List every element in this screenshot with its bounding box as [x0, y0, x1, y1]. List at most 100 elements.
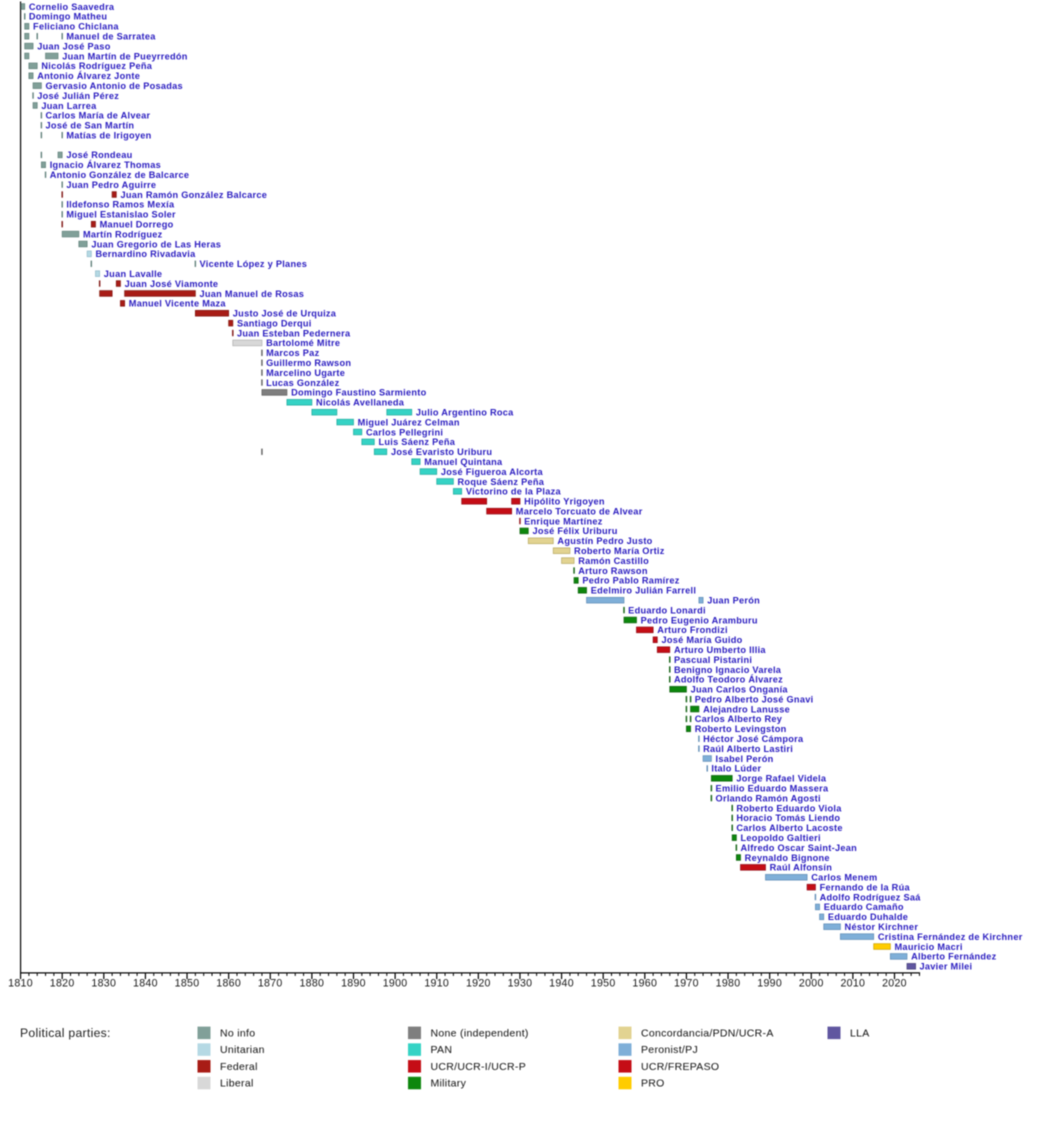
svg-text:Eduardo Lonardi: Eduardo Lonardi: [628, 605, 706, 615]
svg-text:Marcos Paz: Marcos Paz: [266, 348, 319, 358]
svg-text:Carlos Alberto Lacoste: Carlos Alberto Lacoste: [736, 823, 842, 833]
svg-text:1840: 1840: [133, 978, 158, 990]
svg-text:1990: 1990: [757, 978, 782, 990]
svg-text:2020: 2020: [882, 978, 907, 990]
svg-text:Raúl Alberto Lastiri: Raúl Alberto Lastiri: [703, 744, 793, 754]
svg-text:Juan Pedro Aguirre: Juan Pedro Aguirre: [66, 180, 156, 190]
svg-text:Jorge Rafael Videla: Jorge Rafael Videla: [736, 774, 827, 784]
svg-text:1860: 1860: [216, 978, 241, 990]
svg-text:1850: 1850: [175, 978, 200, 990]
svg-text:Ignacio Álvarez Thomas: Ignacio Álvarez Thomas: [50, 159, 161, 170]
svg-text:Pedro Eugenio Aramburu: Pedro Eugenio Aramburu: [641, 615, 758, 625]
svg-text:Gervasio Antonio de Posadas: Gervasio Antonio de Posadas: [46, 81, 183, 91]
svg-text:Manuel Dorrego: Manuel Dorrego: [100, 219, 174, 229]
svg-text:UCR/FREPASO: UCR/FREPASO: [641, 1061, 719, 1073]
svg-text:José de San Martín: José de San Martín: [46, 121, 135, 131]
svg-text:Benigno Ignacio Varela: Benigno Ignacio Varela: [674, 665, 782, 675]
svg-text:LLA: LLA: [850, 1028, 870, 1040]
svg-text:Adolfo Rodríguez Saá: Adolfo Rodríguez Saá: [820, 892, 922, 902]
svg-text:Juan Esteban Pedernera: Juan Esteban Pedernera: [237, 328, 351, 338]
svg-text:Alberto Fernández: Alberto Fernández: [911, 952, 997, 962]
svg-text:Marcelino Ugarte: Marcelino Ugarte: [266, 368, 345, 378]
svg-text:Federal: Federal: [220, 1061, 258, 1073]
svg-text:Agustín Pedro Justo: Agustín Pedro Justo: [557, 536, 652, 546]
svg-text:Roque Sáenz Peña: Roque Sáenz Peña: [458, 477, 545, 487]
svg-text:1880: 1880: [299, 978, 324, 990]
svg-text:Carlos Pellegrini: Carlos Pellegrini: [366, 427, 443, 437]
svg-text:José María Guido: José María Guido: [661, 635, 742, 645]
svg-text:Peronist/PJ: Peronist/PJ: [641, 1044, 698, 1056]
svg-text:1910: 1910: [424, 978, 449, 990]
svg-text:Pascual Pistarini: Pascual Pistarini: [674, 655, 752, 665]
svg-text:None (independent): None (independent): [431, 1028, 529, 1040]
svg-text:Edelmiro Julián Farrell: Edelmiro Julián Farrell: [591, 586, 697, 596]
svg-text:Nicolás Rodríguez Peña: Nicolás Rodríguez Peña: [41, 61, 152, 71]
svg-text:Héctor José Cámpora: Héctor José Cámpora: [703, 734, 804, 744]
svg-text:Juan José Viamonte: Juan José Viamonte: [125, 279, 219, 289]
svg-text:Arturo Rawson: Arturo Rawson: [578, 566, 648, 576]
svg-text:Isabel Perón: Isabel Perón: [716, 754, 774, 764]
svg-text:PRO: PRO: [641, 1078, 665, 1090]
svg-text:Juan Perón: Juan Perón: [707, 596, 760, 606]
svg-text:Manuel Vicente Maza: Manuel Vicente Maza: [129, 299, 227, 309]
svg-text:Juan Manuel de Rosas: Juan Manuel de Rosas: [200, 289, 305, 299]
svg-text:Mauricio Macri: Mauricio Macri: [895, 942, 963, 952]
svg-text:Enrique Martínez: Enrique Martínez: [524, 516, 603, 526]
svg-text:Pedro Pablo Ramírez: Pedro Pablo Ramírez: [582, 576, 679, 586]
svg-text:Unitarian: Unitarian: [220, 1044, 265, 1056]
svg-text:Feliciano Chiclana: Feliciano Chiclana: [33, 22, 119, 32]
svg-text:Nicolás Avellaneda: Nicolás Avellaneda: [316, 398, 405, 408]
svg-text:Italo Lúder: Italo Lúder: [711, 764, 761, 774]
svg-text:José Félix Uriburu: José Félix Uriburu: [532, 526, 617, 536]
svg-text:Matías de Irigoyen: Matías de Irigoyen: [66, 130, 151, 140]
svg-text:Raúl Alfonsín: Raúl Alfonsín: [770, 863, 833, 873]
svg-text:1940: 1940: [549, 978, 574, 990]
svg-text:Leopoldo Galtieri: Leopoldo Galtieri: [741, 833, 821, 843]
svg-text:Eduardo Duhalde: Eduardo Duhalde: [828, 912, 908, 922]
svg-text:Liberal: Liberal: [220, 1078, 254, 1090]
svg-text:Lucas González: Lucas González: [266, 378, 339, 388]
svg-text:Victorino de la Plaza: Victorino de la Plaza: [466, 487, 562, 497]
svg-text:Marcelo Torcuato de Alvear: Marcelo Torcuato de Alvear: [516, 506, 643, 516]
svg-text:UCR/UCR-I/UCR-P: UCR/UCR-I/UCR-P: [431, 1061, 527, 1073]
svg-text:1870: 1870: [258, 978, 283, 990]
svg-text:Concordancia/PDN/UCR-A: Concordancia/PDN/UCR-A: [641, 1028, 774, 1040]
svg-text:Vicente López y Planes: Vicente López y Planes: [200, 259, 308, 269]
svg-text:1810: 1810: [8, 978, 33, 990]
svg-text:Juan Larrea: Juan Larrea: [41, 101, 97, 111]
svg-text:Cristina Fernández de Kirchner: Cristina Fernández de Kirchner: [878, 932, 1023, 942]
svg-text:1970: 1970: [674, 978, 699, 990]
svg-text:1930: 1930: [508, 978, 533, 990]
svg-text:José Julián Pérez: José Julián Pérez: [37, 91, 119, 101]
svg-text:Emilio Eduardo Massera: Emilio Eduardo Massera: [716, 784, 829, 794]
svg-text:Military: Military: [431, 1078, 467, 1090]
svg-text:Ildefonso Ramos Mexía: Ildefonso Ramos Mexía: [66, 200, 175, 210]
svg-text:1820: 1820: [50, 978, 75, 990]
svg-text:Juan Carlos Onganía: Juan Carlos Onganía: [691, 685, 789, 695]
svg-text:Reynaldo Bignone: Reynaldo Bignone: [745, 853, 830, 863]
svg-text:Juan Lavalle: Juan Lavalle: [104, 269, 163, 279]
svg-text:Bartolomé Mitre: Bartolomé Mitre: [266, 338, 340, 348]
svg-text:Pedro Alberto José Gnavi: Pedro Alberto José Gnavi: [695, 694, 814, 704]
svg-text:Miguel Juárez Celman: Miguel Juárez Celman: [358, 417, 460, 427]
svg-text:Miguel Estanislao Soler: Miguel Estanislao Soler: [66, 210, 176, 220]
svg-text:Antonio Álvarez Jonte: Antonio Álvarez Jonte: [37, 70, 140, 81]
svg-text:Alfredo Oscar Saint-Jean: Alfredo Oscar Saint-Jean: [741, 843, 858, 853]
svg-text:2010: 2010: [840, 978, 865, 990]
svg-text:Horacio Tomás Liendo: Horacio Tomás Liendo: [736, 813, 840, 823]
svg-text:1920: 1920: [466, 978, 491, 990]
svg-text:1900: 1900: [383, 978, 408, 990]
svg-text:2000: 2000: [799, 978, 824, 990]
svg-text:1830: 1830: [91, 978, 116, 990]
svg-text:Manuel Quintana: Manuel Quintana: [424, 457, 503, 467]
svg-text:Hipólito Yrigoyen: Hipólito Yrigoyen: [524, 497, 605, 507]
svg-text:Martín Rodríguez: Martín Rodríguez: [83, 229, 163, 239]
svg-text:Political parties:: Political parties:: [20, 1026, 111, 1040]
svg-text:1960: 1960: [632, 978, 657, 990]
svg-text:Manuel de Sarratea: Manuel de Sarratea: [66, 31, 156, 41]
svg-text:José Evaristo Uriburu: José Evaristo Uriburu: [391, 447, 492, 457]
svg-text:Orlando Ramón Agosti: Orlando Ramón Agosti: [716, 793, 821, 803]
svg-text:Arturo Frondizi: Arturo Frondizi: [657, 625, 728, 635]
svg-text:Juan Martín de Pueyrredón: Juan Martín de Pueyrredón: [62, 51, 188, 61]
svg-text:Santiago Derqui: Santiago Derqui: [237, 318, 312, 328]
